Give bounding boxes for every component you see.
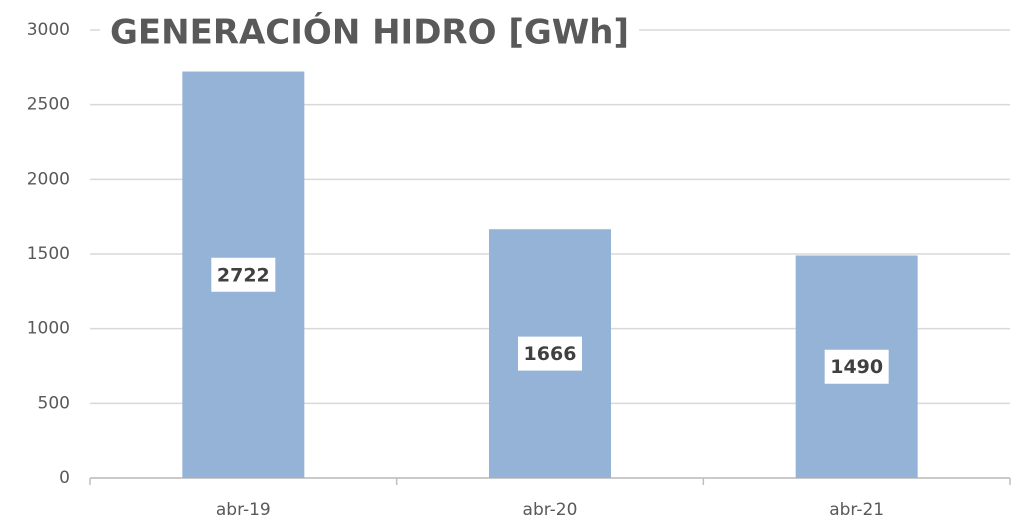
value-label-box [211,257,276,292]
y-tick-label: 1500 [27,244,70,264]
y-tick-label: 0 [59,468,70,488]
y-tick-label: 3000 [27,20,70,40]
value-label-box [824,349,889,384]
y-tick-label: 500 [38,393,70,413]
y-tick-label: 2000 [27,169,70,189]
title-background [100,8,640,56]
value-label: 1490 [830,356,883,378]
x-tick-label: abr-19 [216,500,271,520]
x-tick-label: abr-20 [523,500,578,520]
value-label: 2722 [217,264,270,286]
chart-title: GENERACIÓN HIDRO [GWh] [110,12,629,53]
y-tick-label: 2500 [27,95,70,115]
value-label-box [518,336,582,371]
value-label: 1666 [524,343,577,365]
y-tick-label: 1000 [27,319,70,339]
x-tick-label: abr-21 [829,500,884,520]
